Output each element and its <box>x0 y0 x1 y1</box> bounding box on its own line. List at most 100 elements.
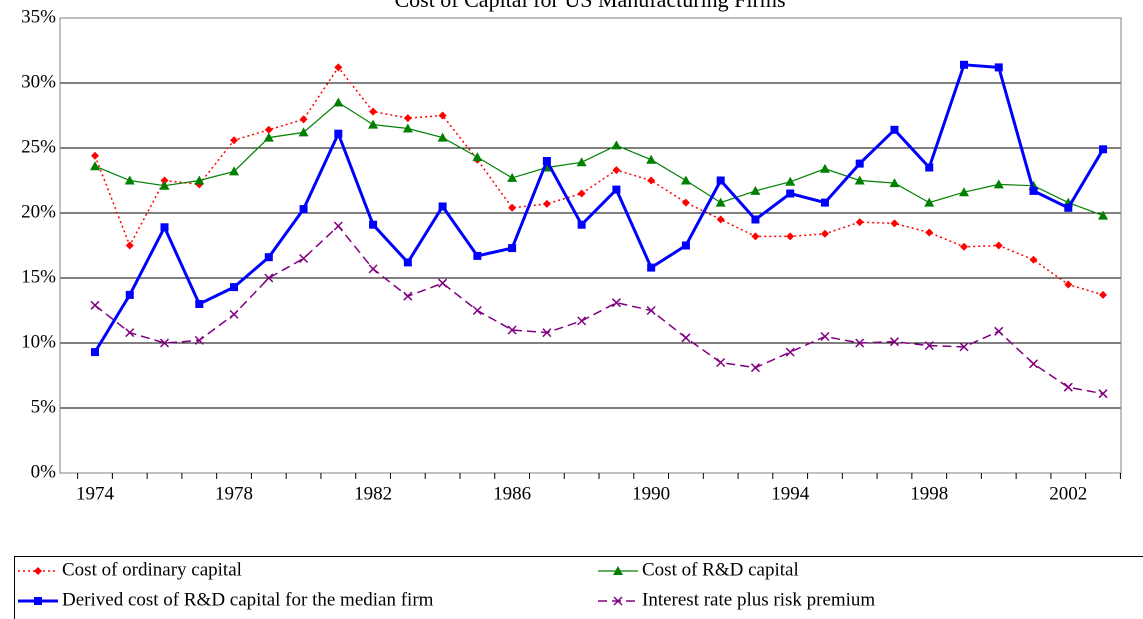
marker <box>577 316 587 326</box>
marker <box>90 300 100 310</box>
marker <box>716 215 725 224</box>
marker <box>1098 210 1109 220</box>
marker <box>994 63 1003 72</box>
marker <box>1098 389 1108 399</box>
legend-marker <box>613 596 623 606</box>
marker <box>960 60 968 69</box>
marker <box>993 179 1004 189</box>
marker <box>750 363 760 373</box>
marker <box>820 198 829 207</box>
marker <box>1063 382 1073 392</box>
marker <box>577 189 586 198</box>
marker <box>160 176 169 185</box>
marker <box>786 232 795 241</box>
marker <box>437 132 448 142</box>
marker <box>751 232 760 241</box>
marker <box>681 241 690 250</box>
marker <box>125 290 134 299</box>
marker <box>680 175 691 185</box>
marker <box>194 175 205 185</box>
marker <box>264 273 274 283</box>
marker <box>924 197 935 207</box>
x-tick-label: 1986 <box>493 483 531 504</box>
marker <box>1099 290 1108 299</box>
marker <box>1029 255 1038 264</box>
marker <box>890 219 899 228</box>
marker <box>403 291 413 301</box>
marker <box>576 157 587 167</box>
marker <box>508 203 517 212</box>
marker <box>925 163 934 172</box>
marker <box>333 97 344 107</box>
legend-box <box>14 556 1143 619</box>
marker <box>855 218 864 227</box>
marker <box>263 132 274 142</box>
series-line <box>94 66 1104 296</box>
marker <box>1029 186 1038 195</box>
marker <box>1064 203 1073 212</box>
marker <box>750 185 761 195</box>
marker <box>160 223 169 232</box>
marker <box>751 215 760 224</box>
marker <box>889 337 900 347</box>
marker <box>264 125 273 134</box>
marker <box>647 176 656 185</box>
marker <box>924 341 934 351</box>
series-line <box>94 101 1104 217</box>
marker <box>611 140 622 150</box>
marker <box>960 242 968 251</box>
marker <box>577 220 586 229</box>
marker <box>229 309 239 319</box>
marker <box>333 221 343 231</box>
marker <box>855 338 865 348</box>
marker <box>785 176 796 186</box>
marker <box>472 305 482 316</box>
marker <box>716 176 725 185</box>
marker <box>334 129 343 138</box>
marker <box>890 125 899 134</box>
x-tick-label: 2002 <box>1049 483 1087 504</box>
legend-marker <box>34 597 42 605</box>
marker <box>855 159 864 168</box>
y-tick-label: 25% <box>21 136 56 157</box>
y-tick-label: 30% <box>21 71 56 92</box>
marker <box>299 115 308 124</box>
marker <box>438 278 448 288</box>
x-tick-label: 1994 <box>771 483 810 504</box>
marker <box>91 151 99 160</box>
marker <box>403 114 412 123</box>
legend-label: Derived cost of R&D capital for the medi… <box>62 589 434 610</box>
marker <box>542 199 551 208</box>
marker <box>298 127 309 137</box>
marker <box>369 107 378 116</box>
marker <box>230 136 239 145</box>
marker <box>646 154 657 164</box>
marker <box>125 328 135 338</box>
marker <box>438 111 447 120</box>
marker <box>438 202 447 211</box>
marker <box>854 175 865 185</box>
series-line <box>94 224 1104 395</box>
marker <box>959 187 969 197</box>
marker <box>647 263 656 272</box>
x-tick-label: 1978 <box>215 483 253 504</box>
marker <box>473 251 482 260</box>
marker <box>820 229 829 238</box>
marker <box>681 198 690 207</box>
marker <box>159 180 170 190</box>
legend-marker <box>34 567 42 575</box>
x-tick-label: 1990 <box>632 483 670 504</box>
marker <box>819 163 830 173</box>
marker <box>994 241 1003 250</box>
marker <box>1064 280 1073 289</box>
marker <box>612 185 621 194</box>
marker <box>507 172 518 182</box>
y-tick-label: 35% <box>21 6 56 27</box>
series-line <box>93 63 1105 353</box>
marker <box>889 178 900 188</box>
marker <box>369 220 378 229</box>
marker <box>646 305 656 316</box>
legend-label: Interest rate plus risk premium <box>642 589 875 610</box>
y-tick-label: 15% <box>21 266 56 287</box>
